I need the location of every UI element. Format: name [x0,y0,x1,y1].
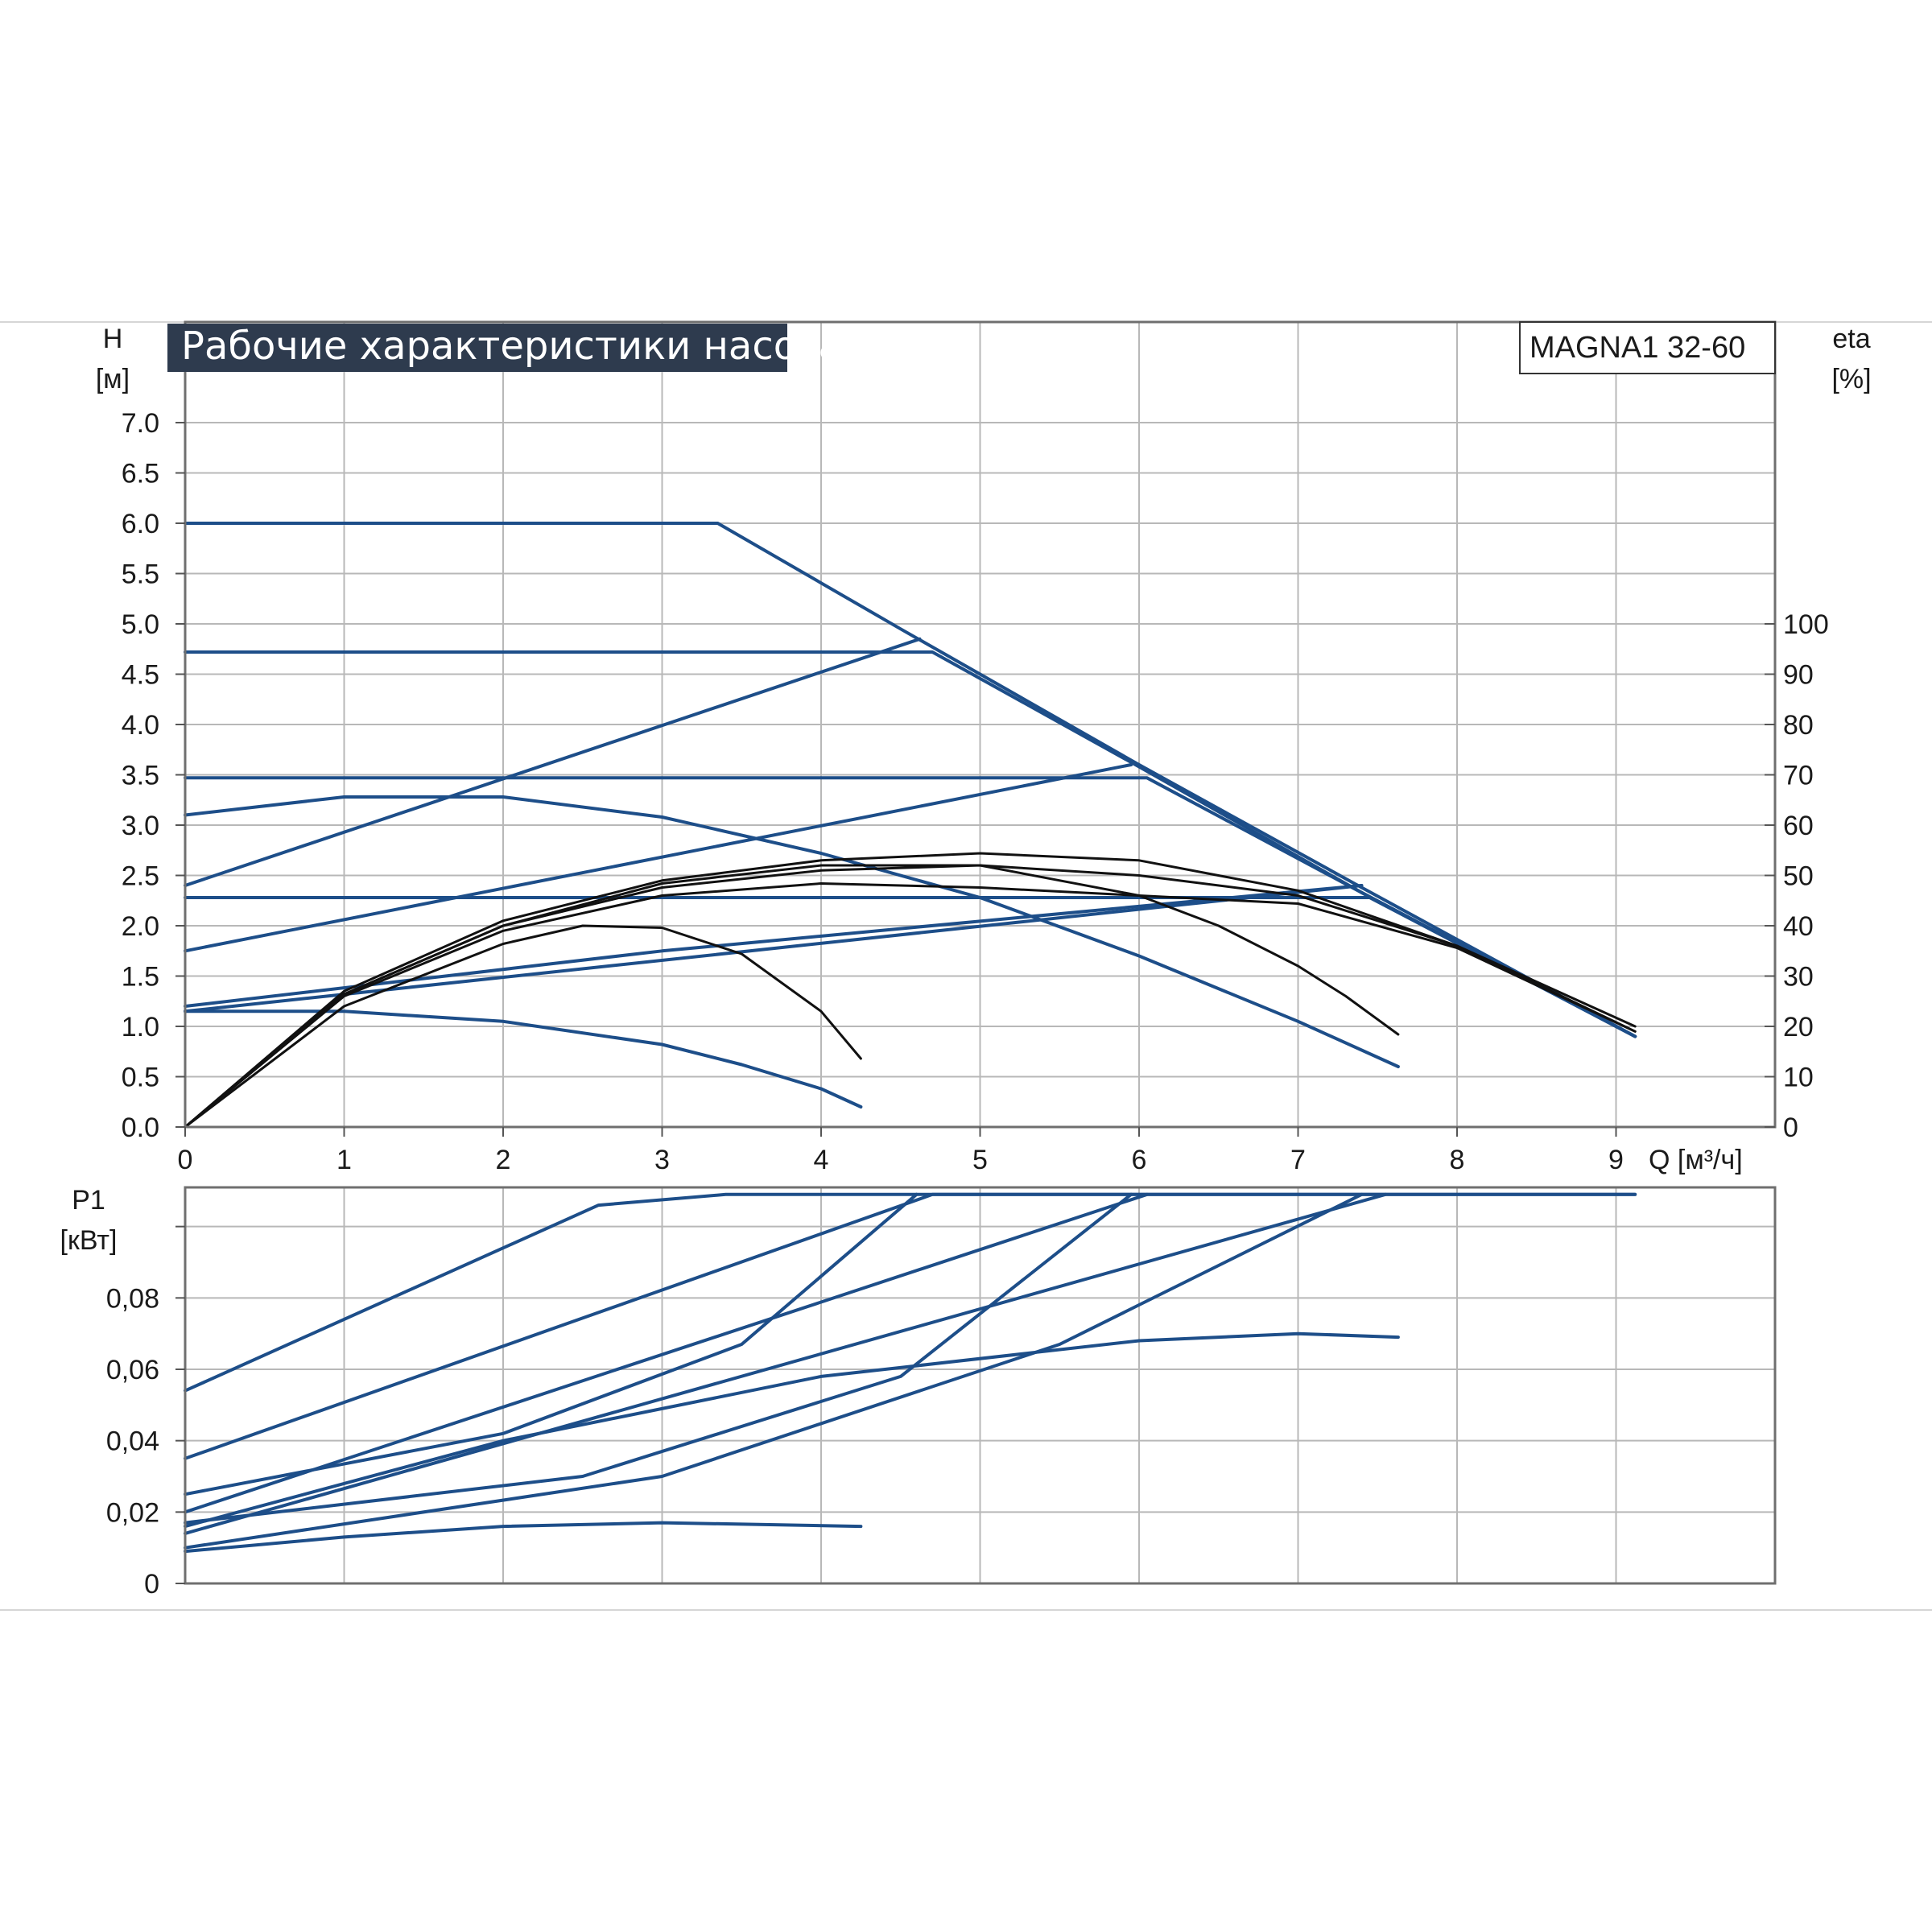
h-x-tick-label: 6 [1132,1145,1147,1175]
h-chart-y-ticks: 0.0 0.5 1.0 1.5 2.0 2.5 3.0 3.5 4.0 4.5 5.0 5.5 6.0 6… [122,408,185,1143]
p1-axis-unit: [кВт] [60,1225,118,1256]
p1-series-line-2 [184,1192,1637,1460]
h-x-tick-label: 3 [654,1145,670,1175]
h-x-tick-label: 1 [336,1145,352,1175]
h-y-tick-label: 6.0 [122,509,159,539]
p1-y-tick-label: 0,06 [106,1355,159,1385]
h-y-tick-label: 3.0 [122,811,159,841]
p1-series-line-5 [184,1192,1133,1525]
h-chart-grid [185,322,1775,1127]
chart-title: Рабочие характеристики насоса [181,324,842,369]
h-series-line-11 [184,852,1637,1129]
h-y-tick-label: 5.0 [122,609,159,640]
h-y-tick-label: 4.0 [122,710,159,741]
eta-tick-label: 70 [1783,761,1814,791]
h-y-tick-label: 0.5 [122,1063,159,1093]
p1-chart-grid [185,1187,1775,1583]
p1-series-line-6 [184,1192,1388,1535]
h-x-tick-label: 9 [1608,1145,1624,1175]
p1-chart-series [184,1192,1637,1554]
eta-tick-label: 80 [1783,710,1814,741]
h-series-line-10 [184,884,1364,1008]
h-series-line-7 [184,637,922,887]
h-chart-x-ticks: 0 1 2 3 4 5 6 7 8 9 [178,1127,1624,1175]
h-chart-series [184,522,1637,1129]
h-series-line-6 [184,1009,863,1108]
h-y-tick-label: 6.5 [122,459,159,489]
p1-series-line-8 [184,1331,1400,1529]
h-series-line-15 [184,924,862,1129]
p1-series-line-9 [184,1521,863,1554]
p1-chart-y-ticks: 0 0,02 0,04 0,06 0,08 [106,1225,185,1600]
h-series-line-13 [184,882,1637,1129]
q-axis-label: Q [м³/ч] [1649,1145,1743,1175]
eta-tick-label: 10 [1783,1063,1814,1093]
eta-tick-label: 50 [1783,861,1814,892]
h-y-tick-label: 5.5 [122,559,159,590]
h-series-line-14 [184,864,1400,1129]
h-series-line-2 [184,650,1637,1038]
h-y-tick-label: 7.0 [122,408,159,439]
h-x-tick-label: 4 [814,1145,829,1175]
eta-tick-label: 20 [1783,1012,1814,1042]
eta-axis-unit: [%] [1831,364,1871,394]
h-chart-y2-ticks: 0 10 20 30 40 50 60 70 80 90 100 [1765,609,1829,1143]
h-x-tick-label: 5 [972,1145,988,1175]
chart-title-box [167,324,787,372]
p1-y-tick-label: 0 [144,1569,159,1600]
h-y-tick-label: 2.5 [122,861,159,892]
p1-chart-frame [184,1186,1777,1585]
p1-series-line-1 [184,1192,1637,1393]
h-x-tick-label: 2 [496,1145,511,1175]
eta-tick-label: 0 [1783,1113,1798,1143]
h-y-tick-label: 0.0 [122,1113,159,1143]
h-y-tick-label: 1.5 [122,962,159,993]
h-y-tick-label: 1.0 [122,1012,159,1042]
h-series-line-9 [184,884,1364,1013]
h-x-tick-label: 7 [1290,1145,1306,1175]
h-y-tick-label: 2.0 [122,911,159,942]
h-series-line-12 [184,864,1637,1129]
h-axis-label: H [103,324,123,354]
h-x-tick-label: 8 [1450,1145,1465,1175]
p1-y-tick-label: 0,08 [106,1283,159,1314]
eta-axis-label: eta [1832,324,1870,354]
h-y-tick-label: 4.5 [122,660,159,691]
model-label: MAGNA1 32-60 [1530,331,1745,365]
p1-series-line-7 [184,1192,1364,1550]
h-x-tick-label: 0 [178,1145,193,1175]
p1-series-line-4 [184,1192,1149,1514]
p1-y-tick-label: 0,04 [106,1426,159,1457]
eta-tick-label: 90 [1783,660,1814,691]
p1-axis-label: P1 [72,1185,105,1216]
eta-tick-label: 40 [1783,911,1814,942]
eta-tick-label: 100 [1783,609,1829,640]
eta-tick-label: 60 [1783,811,1814,841]
h-series-line-8 [184,763,1133,953]
p1-y-tick-label: 0,02 [106,1497,159,1528]
h-series-line-1 [184,522,1637,1038]
h-y-tick-label: 3.5 [122,761,159,791]
eta-tick-label: 30 [1783,962,1814,993]
model-box [1519,321,1776,374]
h-axis-unit: [м] [96,364,130,394]
h-series-line-5 [184,795,1400,1068]
p1-series-line-3 [184,1192,919,1496]
